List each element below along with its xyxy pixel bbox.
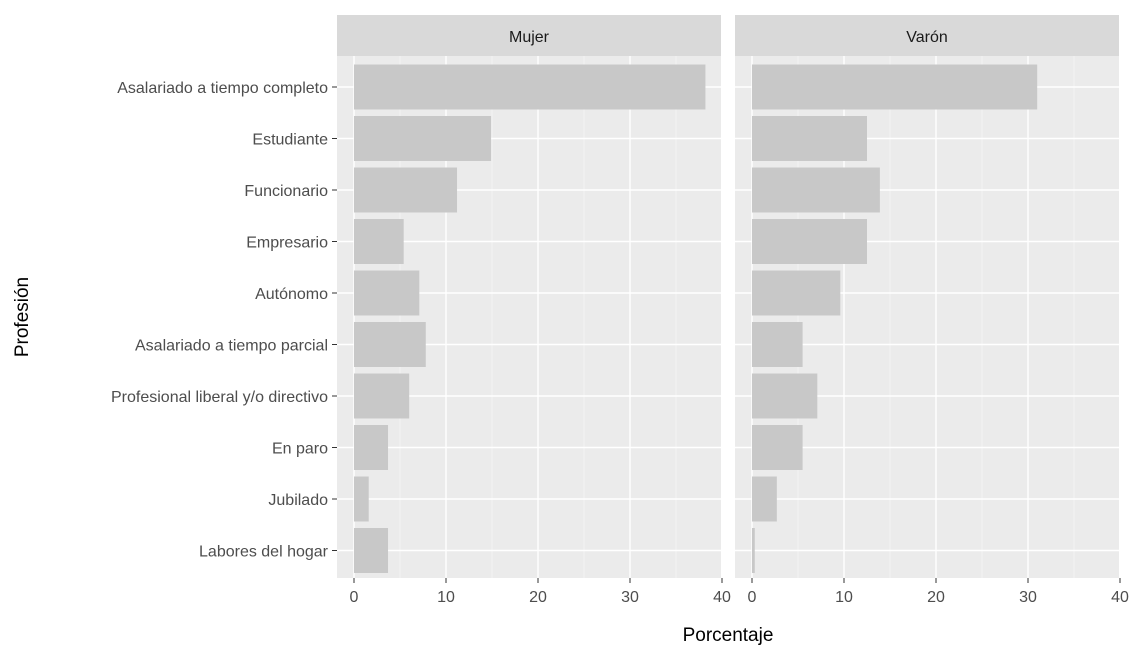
x-tick-label: 40 — [713, 589, 731, 606]
category-label: Estudiante — [252, 132, 328, 149]
x-axis-title: Porcentaje — [683, 625, 774, 646]
x-tick-label: 20 — [927, 589, 945, 606]
bar — [752, 116, 867, 161]
bar — [752, 270, 841, 316]
x-tick-label: 10 — [437, 589, 455, 606]
x-tick-label: 20 — [529, 589, 547, 606]
category-label: En paro — [272, 441, 328, 458]
category-label: Asalariado a tiempo completo — [117, 80, 328, 97]
x-tick-label: 0 — [350, 589, 359, 606]
panel-varon: Varón 0 10 20 30 40 — [735, 15, 1129, 606]
y-axis-title: Profesión — [12, 277, 33, 357]
bar — [354, 167, 458, 213]
panel-mujer: Mujer 0 10 20 30 40 — [337, 15, 731, 606]
facet-strip — [337, 15, 721, 56]
x-tick-label: 40 — [1111, 589, 1129, 606]
bar — [752, 64, 1038, 110]
facet-strip-label: Varón — [906, 29, 948, 46]
bar — [752, 373, 818, 419]
y-axis: Asalariado a tiempo completo Estudiante Fu… — [111, 80, 337, 561]
chart-panels: Mujer 0 10 20 30 40 Varón 0 10 20 30 40 — [337, 15, 1129, 606]
bar — [752, 167, 880, 213]
x-tick-label: 0 — [748, 589, 757, 606]
bar — [354, 373, 410, 419]
bar — [354, 64, 706, 110]
category-label: Profesional liberal y/o directivo — [111, 389, 328, 406]
bar — [354, 219, 404, 264]
category-label: Asalariado a tiempo parcial — [135, 338, 328, 355]
bar — [752, 425, 803, 470]
category-label: Jubilado — [268, 492, 328, 509]
bar — [354, 322, 426, 367]
bar — [354, 528, 389, 573]
bar — [752, 528, 755, 573]
x-tick-label: 30 — [1019, 589, 1037, 606]
x-tick-label: 10 — [835, 589, 853, 606]
bar — [752, 219, 867, 264]
facet-strip-label: Mujer — [509, 29, 550, 46]
category-label: Empresario — [246, 235, 328, 252]
category-label: Funcionario — [244, 183, 328, 200]
bar — [354, 270, 420, 316]
category-label: Labores del hogar — [199, 544, 329, 561]
facet-strip — [735, 15, 1119, 56]
bar — [752, 476, 777, 522]
bar — [354, 425, 389, 470]
bar — [752, 322, 803, 367]
category-label: Autónomo — [255, 286, 328, 303]
x-tick-label: 30 — [621, 589, 639, 606]
bar — [354, 476, 369, 522]
bar — [354, 116, 492, 161]
